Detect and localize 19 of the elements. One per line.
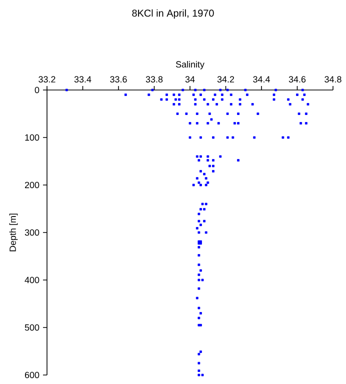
chart-title: 8KCl in April, 1970 [132,9,214,19]
x-tick-label: 34.8 [324,76,342,83]
y-tick-label: 200 [24,182,40,188]
x-tick-label: 33.8 [146,76,163,83]
x-tick-label: 34.6 [288,76,306,83]
x-tick-label: 33.4 [74,76,92,83]
y-tick-label: 100 [25,134,40,141]
x-tick-label: 34.4 [253,76,270,83]
y-axis-title: Depth [m] [9,214,18,252]
y-tick-label: 0 [34,86,40,94]
y-tick-label: 400 [24,276,40,284]
x-tick-label: 33.2 [38,76,56,83]
x-tick-label: 34 [185,76,195,83]
y-tick-label: 300 [24,229,40,236]
x-tick-label: 34.2 [217,76,234,83]
y-tick-label: 600 [24,372,40,378]
x-tick-label: 33.6 [110,76,127,83]
x-axis-title: Salinity [176,60,204,70]
y-tick-label: 500 [24,324,40,331]
